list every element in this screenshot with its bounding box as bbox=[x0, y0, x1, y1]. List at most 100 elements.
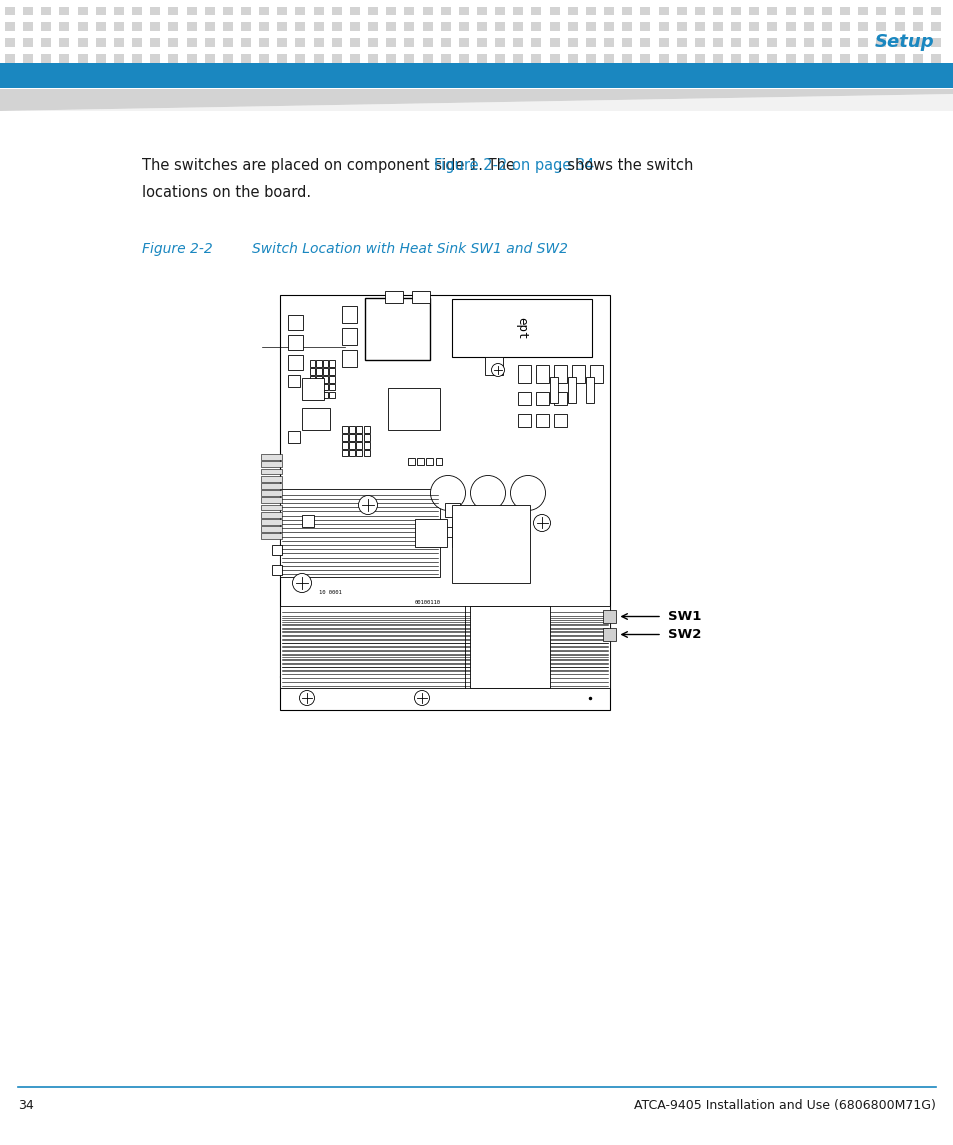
Bar bbox=[295, 38, 305, 47]
Bar bbox=[59, 23, 70, 31]
Bar bbox=[912, 54, 922, 63]
Bar bbox=[621, 23, 632, 31]
Circle shape bbox=[299, 690, 314, 705]
Bar bbox=[341, 434, 348, 441]
Bar bbox=[876, 7, 885, 15]
Bar bbox=[332, 38, 341, 47]
Bar bbox=[452, 299, 592, 357]
Bar bbox=[536, 365, 548, 382]
Bar bbox=[603, 627, 616, 641]
Bar bbox=[603, 7, 614, 15]
Bar bbox=[766, 7, 777, 15]
Bar bbox=[23, 54, 33, 63]
Bar bbox=[712, 70, 722, 79]
Bar bbox=[316, 392, 322, 398]
Bar bbox=[803, 23, 813, 31]
Bar bbox=[280, 489, 439, 577]
Bar bbox=[310, 392, 315, 398]
Circle shape bbox=[510, 475, 545, 511]
Bar bbox=[416, 458, 423, 465]
Bar bbox=[766, 38, 777, 47]
Bar bbox=[730, 7, 740, 15]
Bar bbox=[803, 7, 813, 15]
Bar bbox=[840, 7, 849, 15]
Bar bbox=[531, 7, 541, 15]
Bar bbox=[658, 38, 668, 47]
Bar bbox=[894, 7, 903, 15]
Bar bbox=[59, 38, 70, 47]
Circle shape bbox=[470, 475, 505, 511]
Bar bbox=[567, 377, 576, 403]
Bar bbox=[549, 23, 559, 31]
Bar bbox=[41, 70, 51, 79]
Bar bbox=[386, 7, 395, 15]
Bar bbox=[288, 431, 299, 443]
Bar bbox=[436, 458, 441, 465]
Bar bbox=[422, 23, 432, 31]
Bar bbox=[5, 7, 15, 15]
Bar bbox=[350, 38, 359, 47]
Circle shape bbox=[533, 514, 550, 531]
Bar bbox=[930, 7, 940, 15]
Bar bbox=[748, 70, 759, 79]
Bar bbox=[150, 23, 160, 31]
Bar bbox=[784, 38, 795, 47]
Bar bbox=[169, 54, 178, 63]
Bar bbox=[261, 519, 282, 524]
Bar bbox=[766, 54, 777, 63]
Bar bbox=[585, 23, 596, 31]
Bar bbox=[241, 54, 251, 63]
Bar bbox=[458, 23, 468, 31]
Bar bbox=[205, 23, 214, 31]
Circle shape bbox=[358, 496, 377, 514]
Bar bbox=[876, 54, 885, 63]
Bar bbox=[356, 450, 362, 457]
Bar bbox=[261, 483, 282, 489]
Bar bbox=[894, 70, 903, 79]
Bar bbox=[549, 70, 559, 79]
Bar bbox=[694, 23, 704, 31]
Bar bbox=[277, 70, 287, 79]
Text: The switches are placed on component side 1. The: The switches are placed on component sid… bbox=[142, 158, 519, 173]
Bar bbox=[658, 23, 668, 31]
Bar bbox=[554, 414, 566, 427]
Bar bbox=[314, 38, 323, 47]
Bar bbox=[894, 23, 903, 31]
Bar bbox=[95, 70, 106, 79]
Bar bbox=[341, 350, 356, 368]
Bar bbox=[531, 54, 541, 63]
Bar bbox=[440, 70, 450, 79]
Bar bbox=[329, 392, 335, 398]
Bar bbox=[329, 384, 335, 390]
Bar bbox=[132, 7, 142, 15]
Bar bbox=[404, 38, 414, 47]
Bar bbox=[658, 54, 668, 63]
Bar bbox=[349, 450, 355, 457]
Bar bbox=[385, 291, 402, 303]
Bar bbox=[341, 306, 356, 323]
Bar bbox=[356, 426, 362, 433]
Bar bbox=[310, 361, 315, 368]
Text: 00100110: 00100110 bbox=[415, 600, 440, 605]
Bar bbox=[316, 376, 322, 382]
Bar bbox=[261, 534, 282, 539]
Bar bbox=[748, 54, 759, 63]
Bar bbox=[59, 54, 70, 63]
Bar bbox=[323, 376, 328, 382]
Bar bbox=[23, 70, 33, 79]
Bar bbox=[314, 23, 323, 31]
Text: locations on the board.: locations on the board. bbox=[142, 185, 311, 200]
Bar bbox=[332, 54, 341, 63]
Bar bbox=[444, 503, 459, 518]
Bar bbox=[458, 70, 468, 79]
Bar bbox=[452, 505, 530, 583]
Bar bbox=[5, 23, 15, 31]
Bar bbox=[368, 23, 377, 31]
Bar bbox=[332, 7, 341, 15]
Bar bbox=[205, 7, 214, 15]
Circle shape bbox=[414, 690, 429, 705]
Bar bbox=[784, 23, 795, 31]
Bar bbox=[41, 7, 51, 15]
Bar bbox=[549, 7, 559, 15]
Bar bbox=[349, 434, 355, 441]
